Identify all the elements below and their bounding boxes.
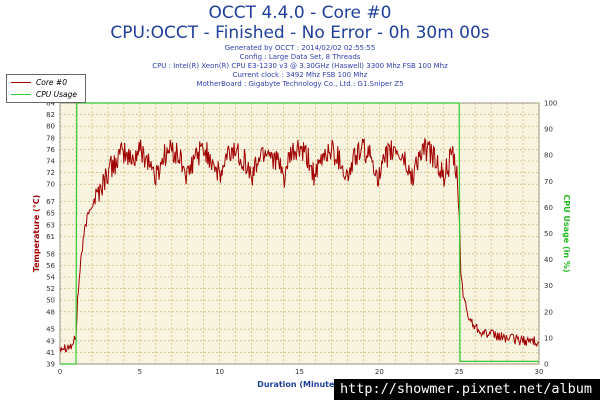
y-tick-label: 78: [46, 134, 55, 142]
y-tick-label: 63: [46, 221, 55, 229]
x-tick-label: 5: [138, 368, 142, 376]
chart-subtitle: CPU:OCCT - Finished - No Error - 0h 30m …: [110, 23, 490, 43]
y-tick-label: 70: [46, 181, 55, 189]
y-tick-label: 54: [46, 274, 55, 282]
series-cpu-usage-line: [60, 102, 539, 365]
y-tick-label: 65: [46, 210, 55, 218]
info-line-generated: Generated by OCCT : 2014/02/02 02:55:55: [224, 44, 376, 52]
x-tick-label: 0: [58, 368, 62, 376]
y-tick-label: 74: [46, 158, 55, 166]
y2-tick-label: 20: [544, 308, 553, 316]
y-tick-label: 45: [46, 326, 55, 334]
y-tick-label: 56: [46, 262, 55, 270]
info-line-config: Config : Large Data Set, 8 Threads: [239, 53, 361, 61]
info-line-cpu: CPU : Intel(R) Xeon(R) CPU E3-1230 v3 @ …: [152, 62, 448, 70]
legend-label-core0: Core #0: [36, 77, 67, 87]
y-tick-label: 58: [46, 250, 55, 258]
y-tick-label: 67: [46, 198, 55, 206]
legend-item-cpu-usage: CPU Usage: [11, 89, 77, 99]
x-tick-label: 15: [295, 368, 304, 376]
y2-tick-label: 10: [544, 334, 553, 342]
y-tick-label: 52: [46, 285, 55, 293]
x-tick-label: 10: [215, 368, 224, 376]
info-line-motherboard: MotherBoard : Gigabyte Technology Co., L…: [196, 80, 404, 88]
y-tick-label: 39: [46, 361, 55, 369]
y-tick-label: 50: [46, 297, 55, 305]
y2-tick-label: 100: [544, 100, 557, 108]
y-tick-label: 80: [46, 123, 55, 131]
y-axis-label: Temperature (°C): [32, 195, 41, 273]
y2-tick-label: 30: [544, 282, 553, 290]
y-tick-label: 41: [46, 349, 55, 357]
y2-tick-label: 70: [544, 178, 553, 186]
x-tick-label: 20: [375, 368, 384, 376]
x-tick-label: 30: [535, 368, 544, 376]
x-axis-label: Duration (Minutes): [257, 380, 343, 389]
legend-swatch-cpu-usage: [11, 93, 31, 95]
y-tick-label: 72: [46, 169, 55, 177]
legend-swatch-core0: [11, 81, 31, 83]
y2-tick-label: 80: [544, 152, 553, 160]
y-tick-label: 43: [46, 337, 55, 345]
y-tick-label: 76: [46, 146, 55, 154]
chart-title: OCCT 4.4.0 - Core #0: [208, 3, 392, 23]
x-tick-label: 25: [455, 368, 464, 376]
legend-label-cpu-usage: CPU Usage: [36, 89, 78, 99]
y2-tick-label: 40: [544, 256, 553, 264]
legend-item-core0: Core #0: [11, 77, 67, 87]
info-line-clock: Current clock : 3492 Mhz FSB 100 Mhz: [232, 71, 368, 79]
legend: Core #0 CPU Usage: [6, 74, 86, 103]
y2-tick-label: 50: [544, 230, 553, 238]
watermark-url: http://showmer.pixnet.net/album: [334, 379, 600, 400]
y2-tick-label: 0: [544, 361, 548, 369]
y2-axis-label: CPU Usage (in %): [562, 194, 571, 272]
y-tick-label: 48: [46, 308, 55, 316]
y-tick-label: 61: [46, 233, 55, 241]
y-tick-label: 84: [46, 100, 55, 108]
y-tick-label: 82: [46, 111, 55, 119]
y2-tick-label: 60: [544, 204, 553, 212]
y2-tick-label: 90: [544, 126, 553, 134]
